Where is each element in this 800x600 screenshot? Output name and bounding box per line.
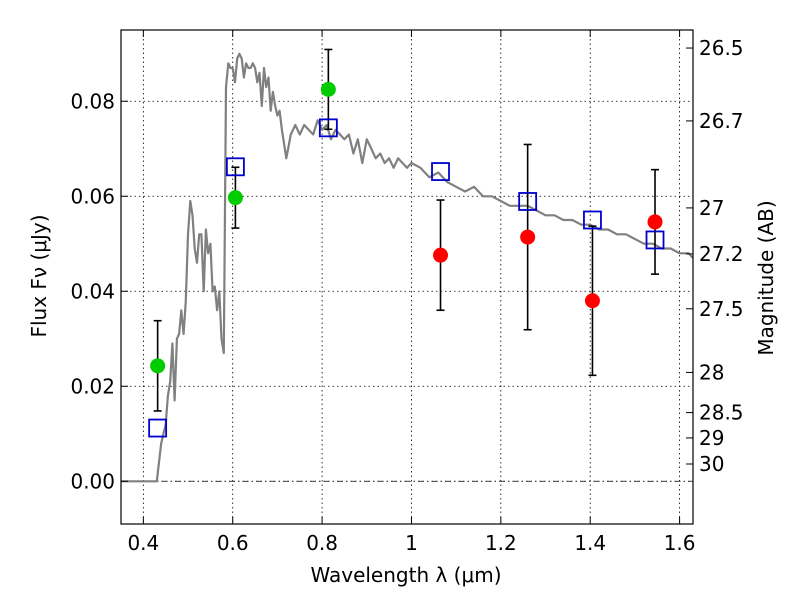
observed-circle-marker — [227, 190, 243, 206]
y-tick-label: 0.00 — [70, 469, 115, 493]
x-tick-label: 1.2 — [485, 531, 517, 555]
x-tick-label: 0.4 — [127, 531, 159, 555]
sed-model-line-layer — [121, 52, 694, 483]
x-tick-label: 0.6 — [217, 531, 249, 555]
model-square-marker — [518, 192, 538, 211]
sed-model-line — [121, 52, 694, 483]
y-tick-label: 0.08 — [70, 89, 115, 113]
magnitude-tick-label: 27.2 — [699, 242, 744, 266]
model-square-marker — [225, 157, 245, 177]
x-tick-label: 0.8 — [306, 531, 338, 555]
plot-frame — [120, 29, 694, 525]
magnitude-tick-label: 28 — [699, 360, 724, 384]
magnitude-tick-label: 29 — [699, 426, 724, 450]
model-square-marker — [148, 418, 168, 438]
model-square-marker — [318, 118, 338, 138]
model-square-marker — [645, 230, 665, 250]
observed-circle-marker — [647, 214, 663, 230]
axis-ticks: 0.4 0.6 0.8 1 1.2 1.4 1.6 0.00 0.02 0.04 0.06 0.08 2… — [70, 30, 744, 555]
magnitude-tick-label: 26.5 — [699, 36, 744, 60]
magnitude-tick-label: 28.5 — [699, 401, 744, 425]
x-tick-label: 1 — [405, 531, 418, 555]
data-markers — [148, 81, 665, 438]
magnitude-tick-label: 27 — [699, 196, 724, 220]
y-axis-label-flux: Flux Fν (μJy) — [27, 214, 51, 337]
x-tick-label: 1.6 — [664, 531, 696, 555]
model-square-marker — [431, 162, 450, 181]
x-tick-label: 1.4 — [574, 531, 606, 555]
y-tick-label: 0.06 — [70, 184, 115, 208]
grid-lines — [121, 30, 693, 524]
x-axis-label: Wavelength λ (μm) — [310, 563, 501, 587]
model-square-marker — [583, 210, 602, 230]
observed-circle-marker — [150, 358, 166, 374]
observed-circle-marker — [433, 247, 449, 263]
magnitude-tick-label: 27.5 — [699, 297, 744, 321]
y-tick-label: 0.04 — [70, 279, 115, 303]
observed-circle-marker — [584, 293, 600, 309]
magnitude-tick-label: 26.7 — [699, 109, 744, 133]
y-axis-label-magnitude: Magnitude (AB) — [754, 200, 778, 355]
error-bars — [153, 48, 660, 412]
y-tick-label: 0.02 — [70, 374, 115, 398]
observed-circle-marker — [320, 81, 336, 97]
magnitude-tick-label: 30 — [699, 452, 724, 476]
observed-circle-marker — [520, 229, 536, 245]
